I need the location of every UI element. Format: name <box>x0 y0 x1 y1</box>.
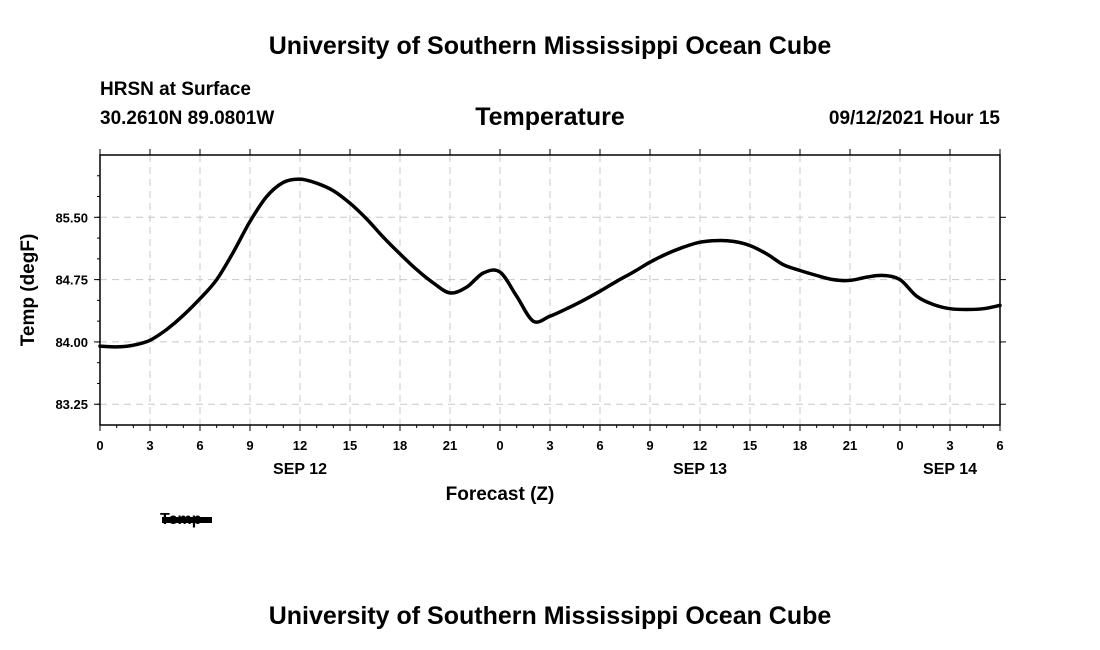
y-tick-label: 85.50 <box>55 210 88 225</box>
x-tick-label: 6 <box>996 438 1003 453</box>
x-tick-label: 0 <box>496 438 503 453</box>
coordinates-label: 30.2610N 89.0801W <box>100 108 274 129</box>
y-tick-label: 84.00 <box>55 335 88 350</box>
x-tick-label: 12 <box>693 438 707 453</box>
station-label: HRSN at Surface <box>100 79 251 100</box>
x-tick-label: 21 <box>443 438 457 453</box>
x-day-label: SEP 12 <box>273 461 327 478</box>
x-tick-label: 6 <box>196 438 203 453</box>
x-day-label: SEP 13 <box>673 461 727 478</box>
bottom-title: University of Southern Mississippi Ocean… <box>269 602 832 630</box>
x-tick-label: 0 <box>96 438 103 453</box>
date-label: 09/12/2021 Hour 15 <box>829 108 1001 129</box>
plot-frame <box>99 154 1001 426</box>
x-tick-label: 18 <box>793 438 807 453</box>
x-tick-label: 15 <box>743 438 757 453</box>
x-tick-label: 9 <box>646 438 653 453</box>
x-tick-label: 21 <box>843 438 857 453</box>
chart-title: Temperature <box>475 103 625 131</box>
x-tick-label: 15 <box>343 438 357 453</box>
top-title: University of Southern Mississippi Ocean… <box>269 32 832 60</box>
y-axis-ticks: 83.25 84.00 84.75 85.50 <box>55 175 1006 412</box>
y-axis-label: Temp (degF) <box>18 234 39 347</box>
x-tick-label: 0 <box>896 438 903 453</box>
x-tick-label: 3 <box>146 438 153 453</box>
x-tick-label: 9 <box>246 438 253 453</box>
x-tick-label: 3 <box>546 438 553 453</box>
x-axis-label: Forecast (Z) <box>446 484 555 505</box>
x-axis-ticks: 0 3 6 9 12 15 18 21 0 3 6 9 12 15 18 21 0 3 6 SEP 12 SEP 13 S… <box>96 149 1004 478</box>
x-day-label: SEP 14 <box>923 461 977 478</box>
temp-series-line <box>98 177 1002 349</box>
grid-lines <box>100 155 1000 425</box>
x-tick-label: 18 <box>393 438 407 453</box>
y-tick-label: 84.75 <box>55 273 88 288</box>
x-tick-label: 6 <box>596 438 603 453</box>
x-tick-label: 3 <box>946 438 953 453</box>
x-tick-label: 12 <box>293 438 307 453</box>
y-tick-label: 83.25 <box>55 397 88 412</box>
